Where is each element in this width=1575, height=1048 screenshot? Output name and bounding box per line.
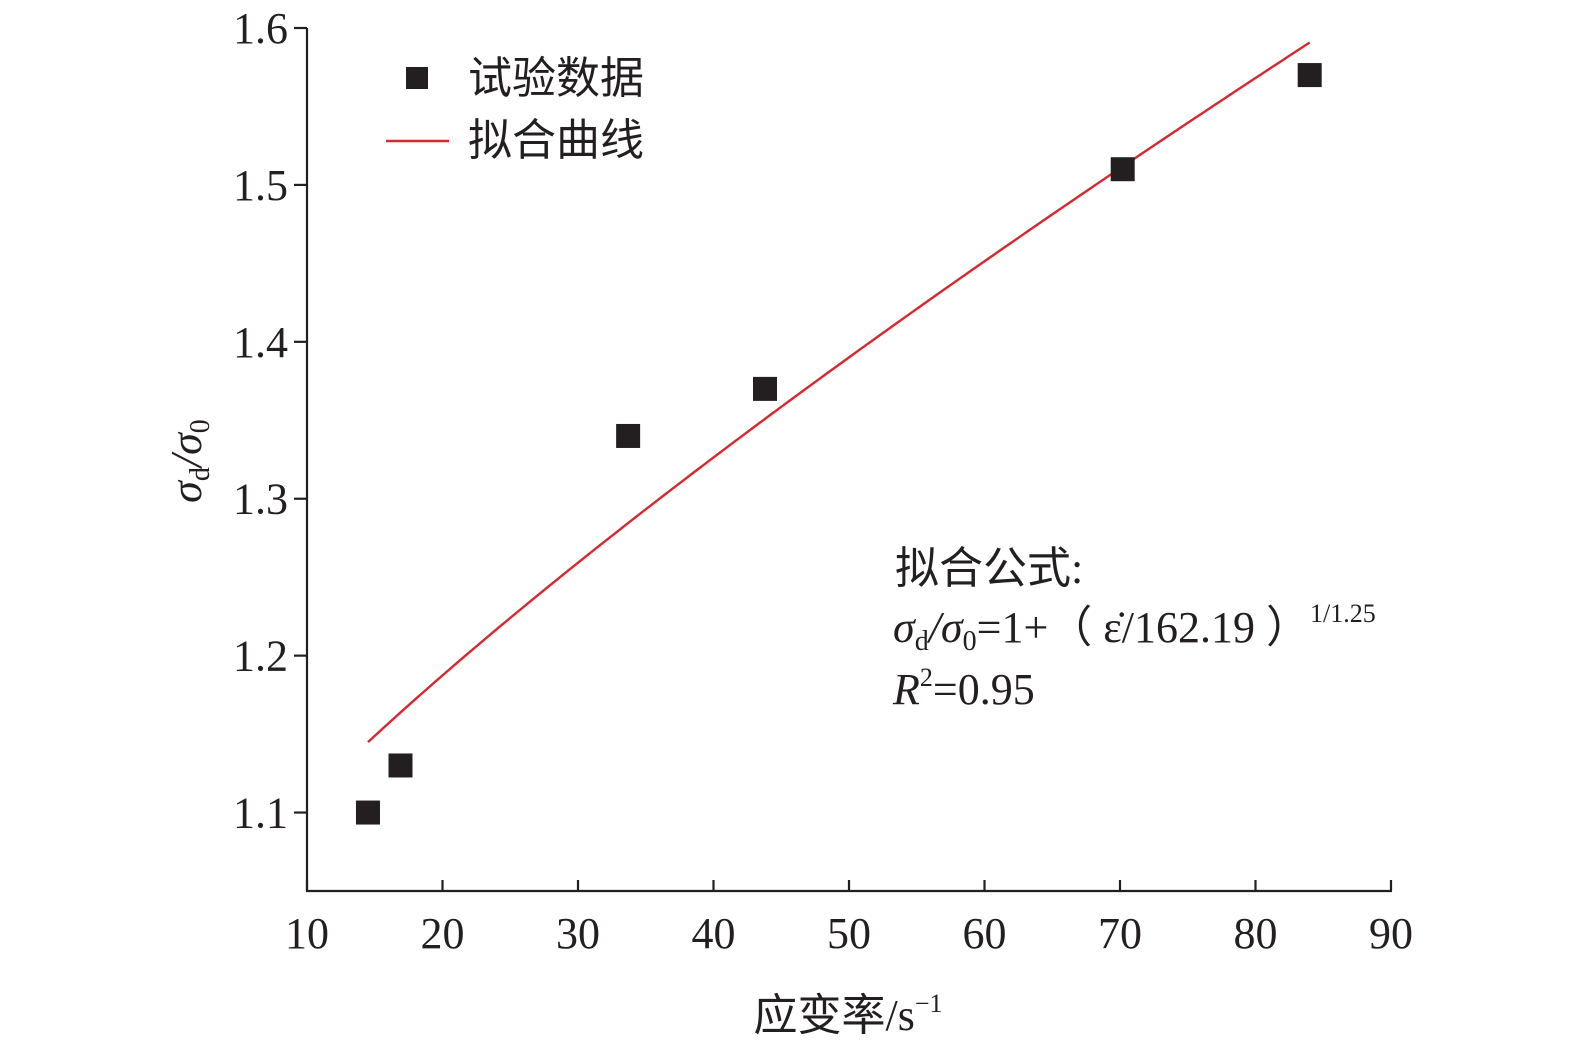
annotation-formula-sigma: σ: [893, 603, 917, 652]
annotation-formula-sub2: 0: [963, 626, 977, 657]
y-tick-label: 1.2: [233, 632, 288, 681]
data-point: [355, 800, 380, 825]
x-tick-label: 90: [1369, 909, 1413, 958]
x-tick-label: 80: [1234, 909, 1278, 958]
y-axis-title: σd/σ0: [162, 419, 216, 503]
legend-marker-square: [406, 67, 428, 89]
x-tick-label: 50: [827, 909, 871, 958]
y-tick-label: 1.3: [233, 475, 288, 524]
x-axis-title: 应变率/s−1: [753, 989, 942, 1040]
annotation-formula-rest: =1+（ ε̇/162.19 ）: [977, 603, 1310, 652]
x-axis-title-text: 应变率/s: [753, 991, 914, 1040]
annotation-r2-sup: 2: [920, 663, 933, 692]
y-axis-title-sub2: 0: [185, 419, 216, 433]
legend-label-fit-curve: 拟合曲线: [468, 116, 644, 165]
annotation-r2-value: =0.95: [933, 665, 1035, 714]
x-ticks: 10 20 30 40 50 60 70 80 90: [285, 880, 1413, 958]
annotation-formula: σd/σ0=1+（ ε̇/162.19 ）1/1.25: [893, 599, 1376, 657]
annotation-formula-sub1: d: [915, 626, 929, 657]
fit-layer: [367, 41, 1311, 743]
x-tick-label: 40: [692, 909, 736, 958]
points-layer: [355, 63, 1322, 825]
x-tick-label: 20: [421, 909, 465, 958]
y-tick-label: 1.6: [233, 4, 288, 53]
y-axis-title-sub1: d: [185, 467, 216, 481]
x-tick-label: 60: [963, 909, 1007, 958]
data-point: [1297, 63, 1322, 88]
annotation-formula-exp: 1/1.25: [1310, 599, 1376, 628]
y-axis-title-mid: /σ: [162, 431, 211, 470]
data-point: [616, 423, 641, 448]
x-tick-label: 30: [556, 909, 600, 958]
data-point: [752, 376, 777, 401]
data-point: [388, 753, 413, 778]
annotation-formula-mid: /σ: [926, 603, 965, 652]
data-point: [1110, 157, 1135, 182]
y-ticks: 1.1 1.2 1.3 1.4 1.5 1.6: [233, 4, 307, 838]
annotation-r2: R2=0.95: [892, 663, 1035, 714]
y-tick-label: 1.1: [233, 789, 288, 838]
y-axis-title-sigma: σ: [162, 479, 211, 503]
x-axis-title-sup: −1: [915, 989, 943, 1018]
x-tick-label: 70: [1098, 909, 1142, 958]
fit-curve: [367, 41, 1311, 743]
y-tick-label: 1.4: [233, 318, 288, 367]
fit-annotation: 拟合公式: σd/σ0=1+（ ε̇/162.19 ）1/1.25 R2=0.9…: [892, 544, 1376, 714]
legend: 试验数据 拟合曲线: [386, 54, 644, 165]
annotation-heading: 拟合公式:: [895, 544, 1083, 593]
annotation-r2-label: R: [892, 665, 920, 714]
x-tick-label: 10: [285, 909, 329, 958]
y-tick-label: 1.5: [233, 161, 288, 210]
legend-label-test-data: 试验数据: [468, 54, 644, 103]
